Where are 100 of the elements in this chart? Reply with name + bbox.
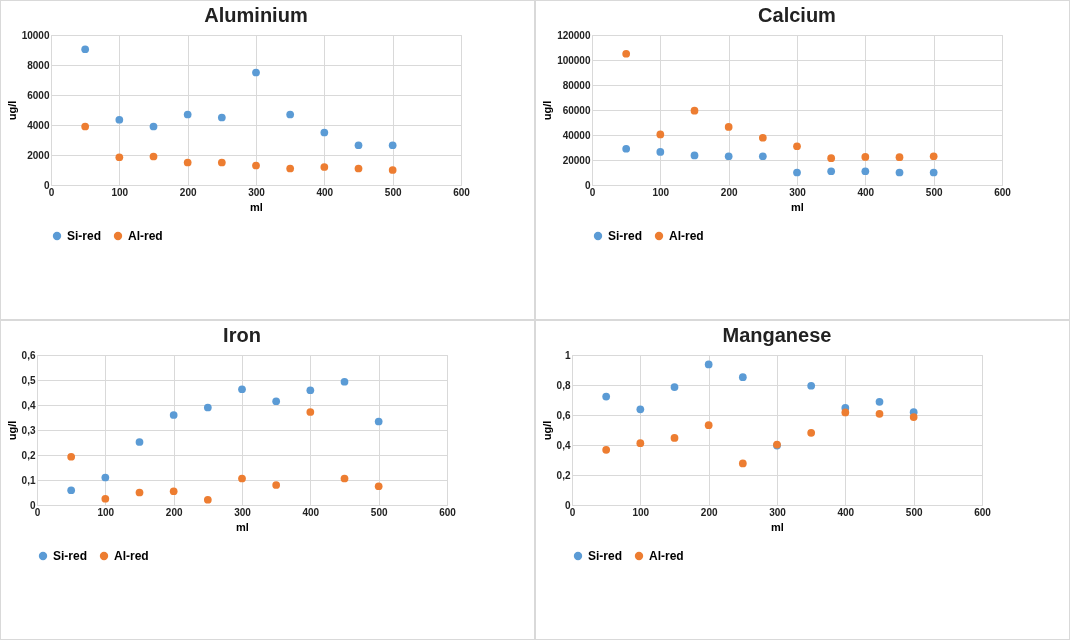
point: [656, 130, 665, 139]
point: [622, 49, 631, 58]
point: [622, 144, 631, 153]
y-tick-label: 120000: [557, 29, 591, 41]
y-tick-label: 0,3: [21, 424, 36, 436]
point: [690, 106, 699, 115]
point: [252, 68, 260, 77]
legend-label: Si-red: [608, 229, 643, 243]
x-axis-title: ml: [791, 200, 804, 213]
y-axis-title: ug/l: [5, 100, 18, 121]
point: [67, 486, 76, 495]
point: [354, 164, 363, 173]
point: [374, 417, 383, 426]
point: [81, 45, 90, 54]
point: [875, 397, 884, 406]
point: [929, 152, 938, 161]
x-tick-label: 500: [925, 186, 943, 198]
point: [793, 142, 801, 151]
point: [807, 428, 816, 437]
y-tick-label: 20000: [562, 154, 591, 166]
legend-label: Al-red: [649, 549, 684, 563]
x-tick-label: 600: [439, 506, 457, 518]
point: [183, 158, 192, 167]
chart-title: Aluminium: [204, 4, 308, 26]
x-tick-label: 100: [652, 186, 670, 198]
chart-title: Iron: [223, 324, 261, 346]
x-tick-label: 200: [179, 186, 197, 198]
point: [602, 445, 611, 454]
point: [724, 123, 733, 131]
point: [115, 153, 124, 162]
y-axis-title: ug/l: [541, 100, 554, 121]
point: [217, 158, 226, 167]
legend-label: Si-red: [67, 229, 102, 243]
point: [238, 474, 246, 483]
y-tick-label: 40000: [562, 129, 591, 141]
x-axis-title: ml: [236, 520, 249, 533]
point: [286, 164, 295, 173]
point: [374, 482, 383, 491]
x-tick-label: 300: [789, 186, 807, 198]
point: [909, 413, 918, 421]
point: [101, 473, 110, 482]
point: [101, 494, 110, 503]
point: [306, 386, 315, 395]
point: [340, 474, 349, 483]
x-axis-title: ml: [771, 520, 784, 533]
y-tick-label: 6000: [27, 89, 50, 101]
point: [602, 392, 611, 401]
x-tick-label: 400: [302, 506, 320, 518]
point: [217, 113, 226, 122]
point: [636, 439, 645, 448]
y-tick-label: 100000: [557, 54, 591, 66]
point: [388, 166, 397, 174]
point: [670, 383, 679, 391]
chart-title: Calcium: [758, 4, 836, 26]
chart-title: Manganese: [722, 324, 832, 346]
point: [149, 152, 158, 161]
point: [724, 152, 733, 161]
point: [827, 167, 836, 176]
point: [238, 385, 246, 394]
point: [670, 434, 679, 442]
point: [203, 495, 212, 504]
y-tick-label: 60000: [562, 104, 591, 116]
legend-label: Si-red: [588, 549, 623, 563]
point: [636, 405, 645, 414]
x-tick-label: 400: [857, 186, 875, 198]
x-tick-label: 400: [837, 506, 855, 518]
y-tick-label: 0,6: [21, 349, 36, 361]
x-tick-label: 500: [384, 186, 402, 198]
x-tick-label: 200: [700, 506, 718, 518]
x-tick-label: 400: [316, 186, 334, 198]
point: [738, 459, 747, 468]
y-tick-label: 0,4: [556, 439, 571, 451]
x-tick-label: 200: [165, 506, 183, 518]
y-tick-label: 80000: [562, 79, 591, 91]
legend-label: Al-red: [128, 229, 163, 243]
y-tick-label: 2000: [27, 149, 50, 161]
point: [690, 151, 699, 160]
point: [115, 115, 124, 124]
point: [807, 381, 816, 390]
point: [758, 152, 767, 161]
y-tick-label: 1: [564, 349, 571, 361]
point: [320, 163, 329, 171]
x-tick-label: 600: [453, 186, 471, 198]
legend-label: Al-red: [114, 549, 149, 563]
point: [704, 360, 713, 369]
point: [320, 128, 329, 137]
x-tick-label: 300: [769, 506, 787, 518]
point: [388, 141, 397, 150]
point: [861, 167, 870, 176]
point: [183, 110, 192, 119]
x-tick-label: 600: [994, 186, 1012, 198]
y-axis-title: ug/l: [5, 420, 18, 441]
point: [895, 153, 904, 161]
x-tick-label: 100: [97, 506, 115, 518]
point: [135, 438, 144, 446]
x-tick-label: 300: [234, 506, 252, 518]
y-tick-label: 8000: [27, 59, 50, 71]
point: [758, 133, 767, 142]
point: [841, 408, 850, 417]
point: [704, 421, 713, 430]
